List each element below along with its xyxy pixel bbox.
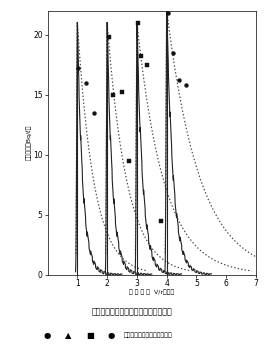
Text: ：実測値。　実曲線：計算値: ：実測値。 実曲線：計算値 bbox=[124, 332, 173, 338]
Y-axis label: 溶出濃度（Bq/ℓ）: 溶出濃度（Bq/ℓ） bbox=[26, 125, 32, 160]
X-axis label: 抽 出 時 間  V/r（－）: 抽 出 時 間 V/r（－） bbox=[129, 290, 175, 295]
Text: ▲: ▲ bbox=[65, 331, 72, 340]
Text: ●: ● bbox=[44, 331, 51, 340]
Text: ●: ● bbox=[107, 331, 115, 340]
Text: ■: ■ bbox=[86, 331, 94, 340]
Text: 図４．半向流式３段連続抽出試験結果: 図４．半向流式３段連続抽出試験結果 bbox=[92, 307, 172, 316]
